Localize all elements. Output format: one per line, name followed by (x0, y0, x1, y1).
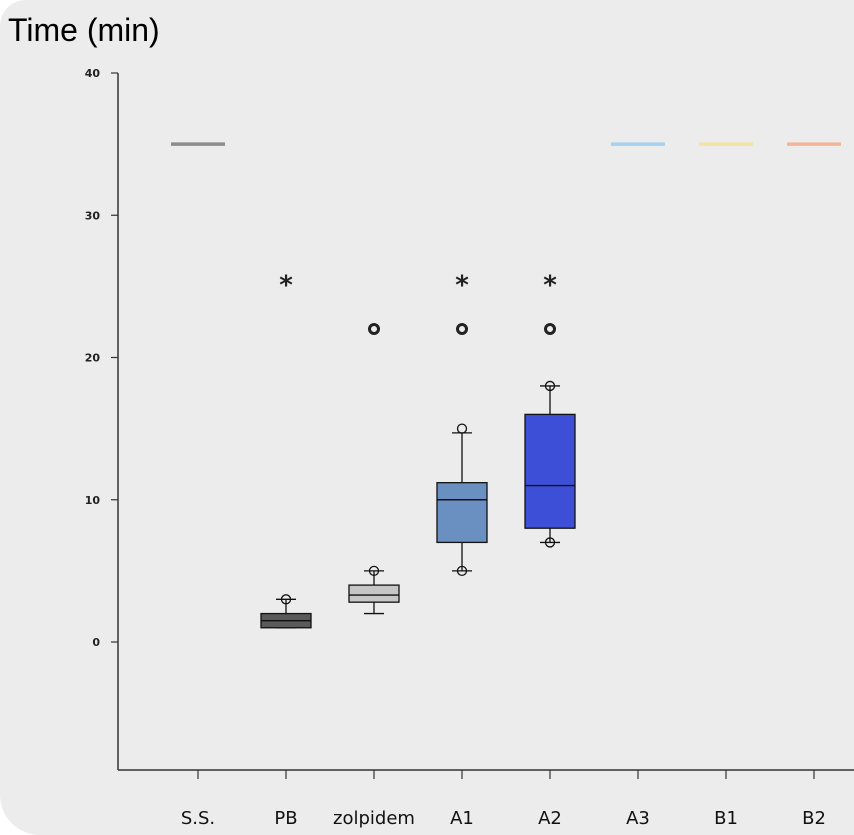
outlier-point (280, 594, 292, 605)
outlier-point (544, 537, 556, 548)
chart-title: Time (min) (8, 12, 160, 48)
series-a1 (436, 423, 488, 577)
x-tick-label: PB (274, 808, 297, 829)
x-tick-label: A1 (450, 808, 474, 829)
significance-star: * (455, 270, 469, 300)
x-tick-label: S.S. (181, 808, 215, 829)
circle-marker (456, 323, 468, 336)
circle-marker (368, 323, 380, 336)
series-zolpidem (348, 565, 400, 615)
y-tick-label: 40 (85, 67, 101, 80)
significance-star: * (543, 270, 557, 300)
y-tick-label: 30 (85, 209, 101, 222)
box (348, 584, 400, 603)
box (524, 413, 576, 529)
outlier-point (544, 380, 556, 392)
x-tick-label: B1 (714, 808, 738, 829)
x-tick-label: A2 (538, 808, 562, 829)
outlier-point (456, 423, 468, 434)
significance-star: * (279, 270, 293, 300)
box (436, 482, 488, 544)
outlier-point (368, 565, 380, 577)
y-tick-label: 20 (85, 352, 101, 365)
outlier-point (456, 565, 468, 577)
x-tick-label: B2 (802, 808, 826, 829)
y-tick-label: 10 (85, 494, 101, 507)
x-tick-label: zolpidem (333, 808, 415, 829)
x-tick-label: A3 (626, 808, 650, 829)
series-pb (260, 594, 312, 629)
circle-marker (544, 323, 556, 336)
y-tick-label: 0 (92, 636, 100, 649)
series-a2 (524, 380, 576, 548)
